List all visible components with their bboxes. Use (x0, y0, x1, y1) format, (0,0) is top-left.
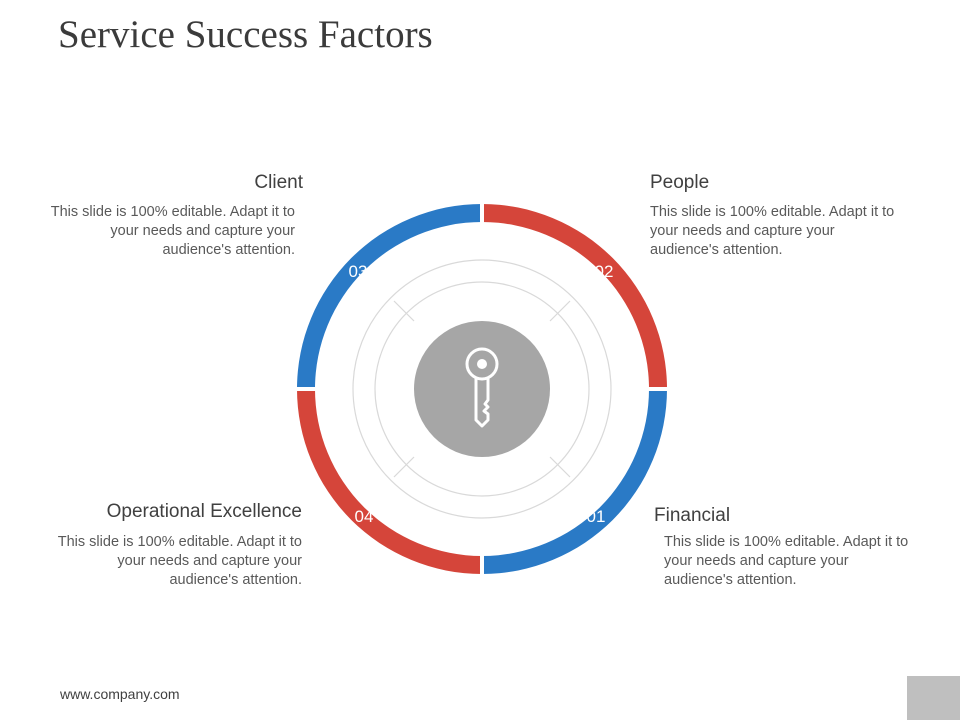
segment-number-01: 01 (587, 507, 606, 526)
ring-segment-01 (482, 389, 667, 574)
factor-heading-financial: Financial (654, 505, 731, 526)
ring-segment-04 (297, 389, 482, 574)
factor-heading-people: People (650, 172, 710, 193)
factor-heading-operational-excellence: Operational Excellence (106, 501, 302, 522)
factor-description-financial: This slide is 100% editable. Adapt it to… (664, 534, 909, 588)
ring-segment-02 (482, 204, 667, 389)
slide-title: Service Success Factors (58, 13, 433, 56)
center-circle (414, 321, 550, 457)
corner-decoration (907, 676, 960, 720)
segment-number-02: 02 (595, 262, 614, 281)
factor-description-operational-excellence: This slide is 100% editable. Adapt it to… (57, 534, 302, 588)
key-icon (465, 347, 499, 428)
segment-number-03: 03 (349, 262, 368, 281)
segment-number-04: 04 (355, 507, 374, 526)
factor-heading-client: Client (254, 172, 303, 193)
segment-separators (293, 200, 671, 578)
inner-decorative-rings (352, 259, 612, 519)
ring-segment-03 (297, 204, 482, 389)
footer-url: www.company.com (60, 686, 180, 702)
factor-description-client: This slide is 100% editable. Adapt it to… (50, 204, 295, 258)
factor-description-people: This slide is 100% editable. Adapt it to… (650, 204, 895, 258)
